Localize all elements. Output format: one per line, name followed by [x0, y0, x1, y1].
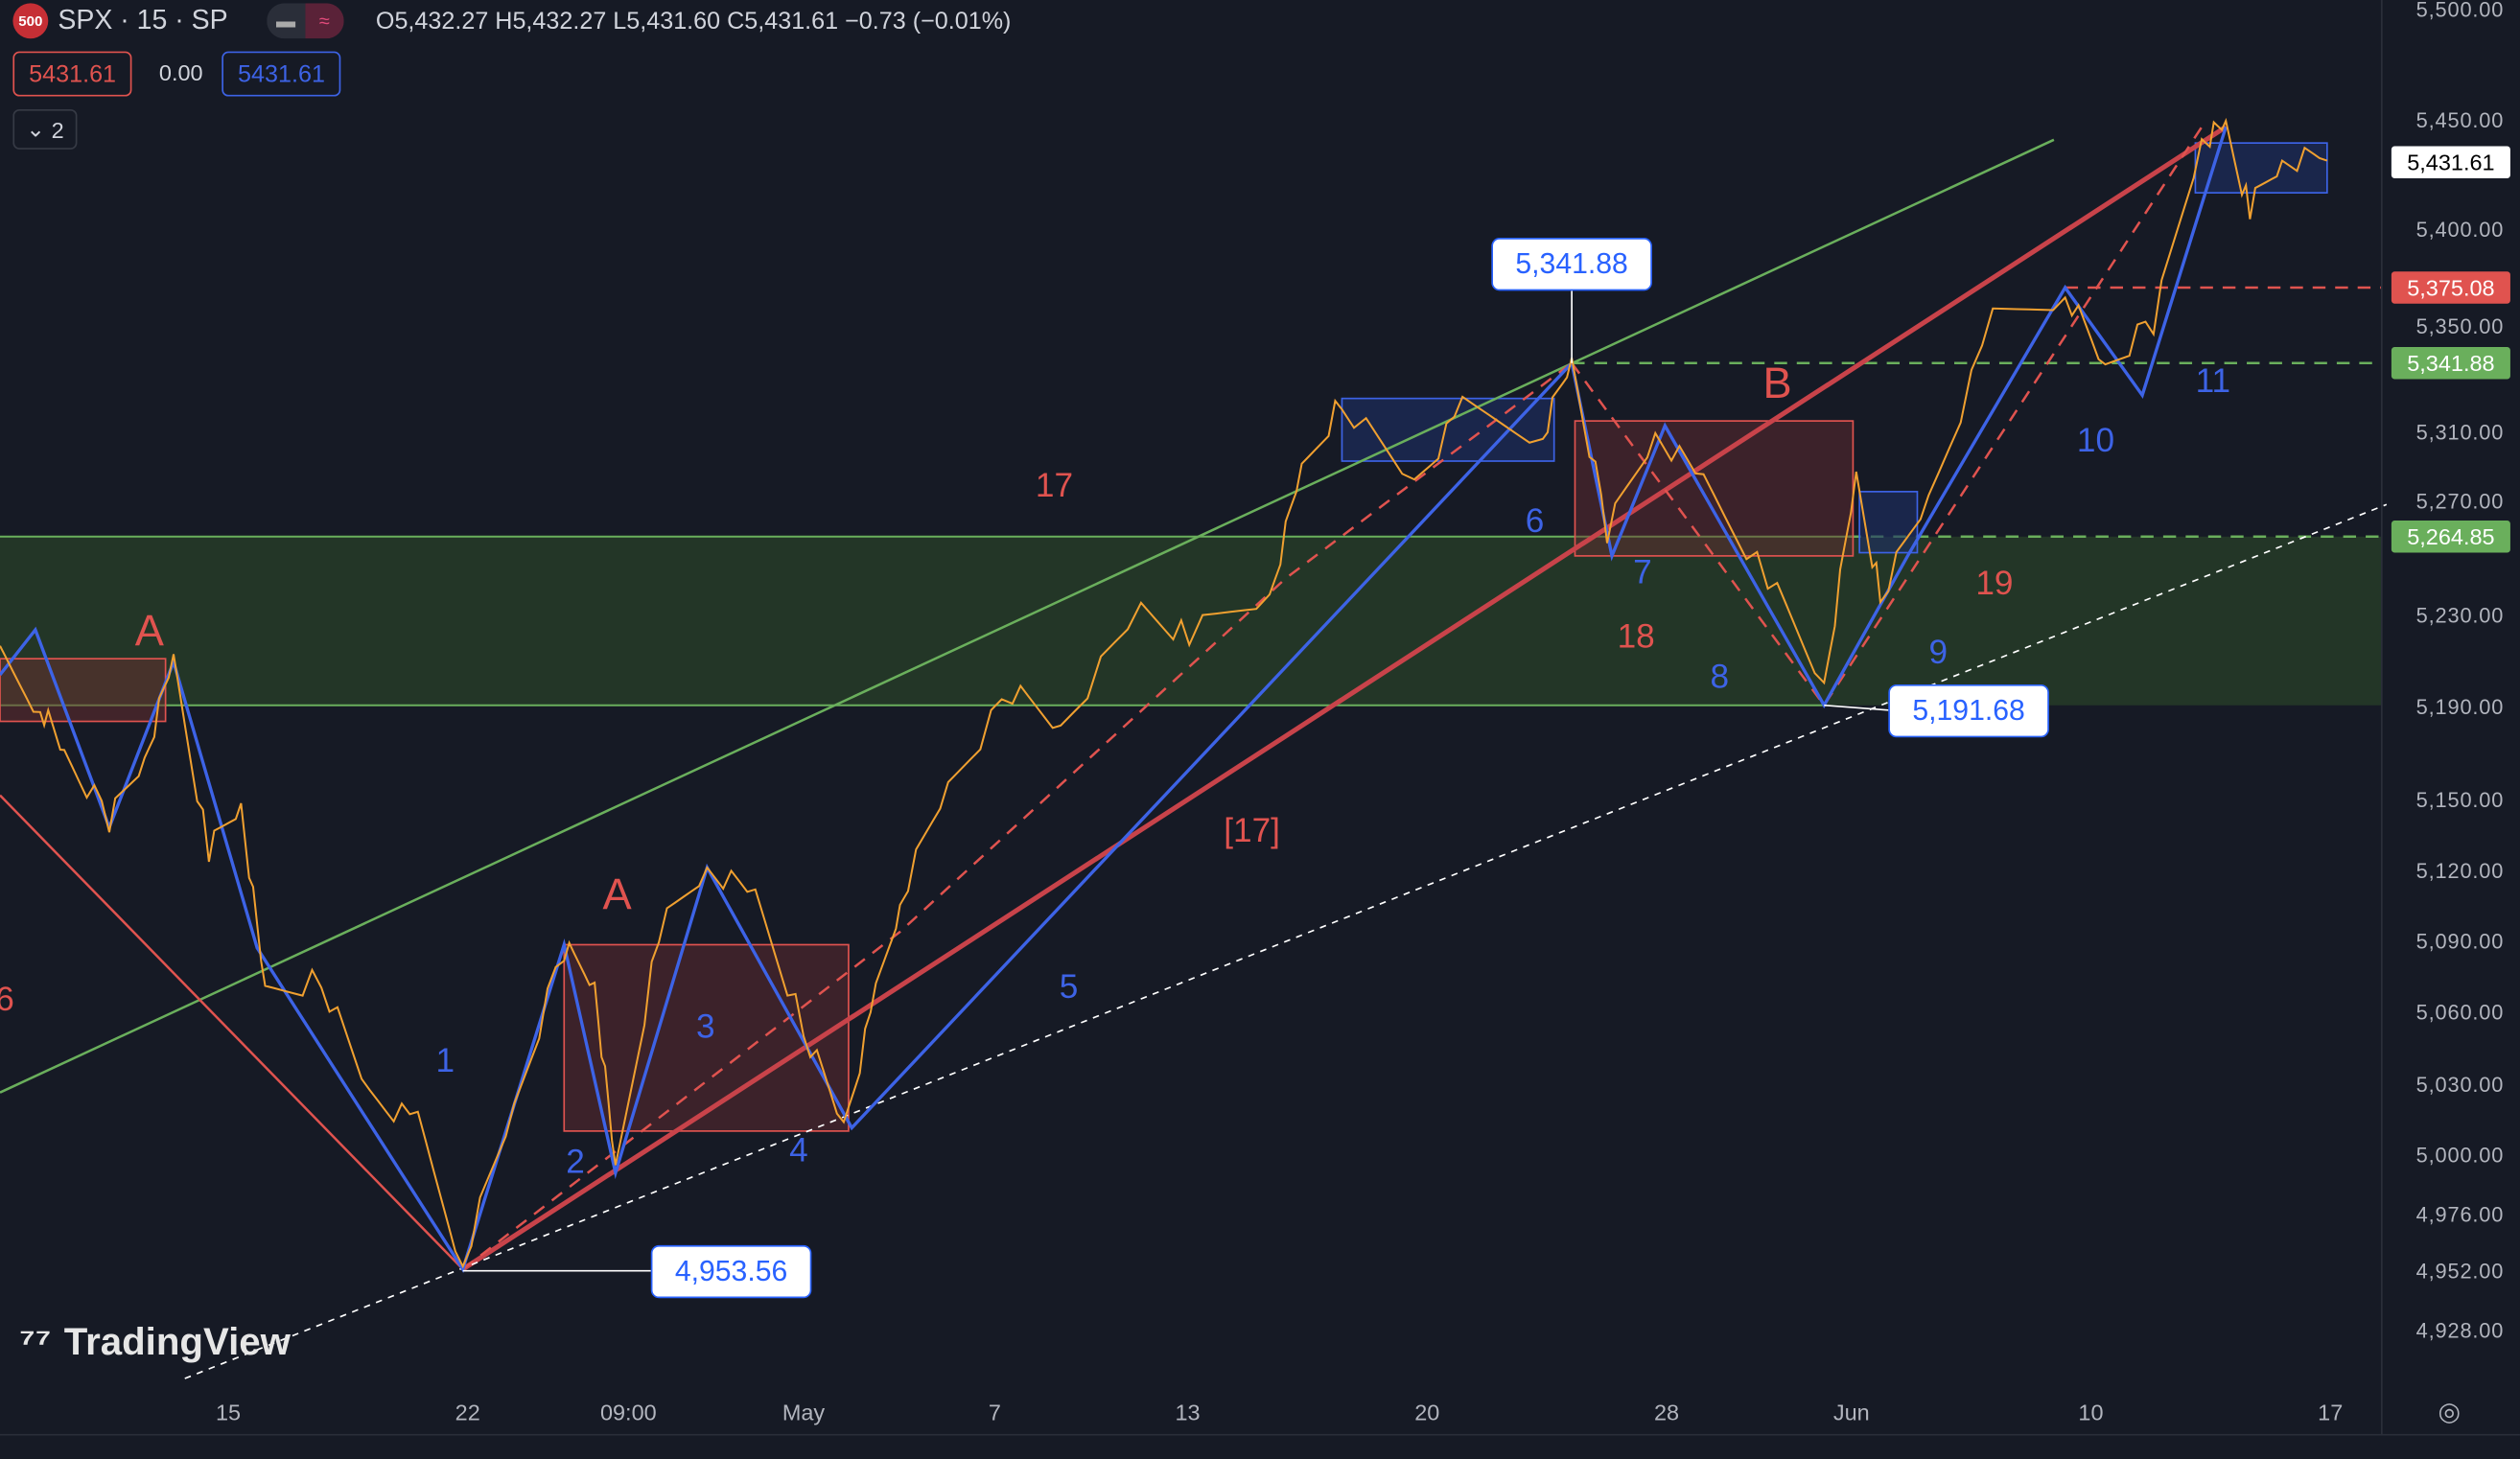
price-tick: 5,000.00	[2415, 1143, 2505, 1168]
red-dashed-wave-2[interactable]	[1571, 126, 2204, 707]
indicators-collapse-button[interactable]: ⌄ 2	[12, 108, 78, 150]
wave-label-blue[interactable]: 9	[1928, 635, 1948, 672]
callout-low-start[interactable]: 4,953.56	[650, 1244, 812, 1299]
symbol-title[interactable]: SPX · 15 · SP	[58, 5, 228, 35]
price-tick: 5,500.00	[2415, 0, 2505, 22]
spx-logo-icon: 500	[12, 3, 49, 39]
box-blue-1[interactable]	[1341, 397, 1555, 462]
wave-label-red[interactable]: A	[602, 869, 632, 918]
wave-label-blue[interactable]: 1	[435, 1042, 455, 1080]
box-b[interactable]	[1574, 420, 1855, 557]
time-tick: 28	[1653, 1399, 1680, 1425]
time-tick: 10	[2078, 1399, 2104, 1425]
wave-label-red[interactable]: [17]	[1224, 813, 1280, 850]
chevron-down-icon: ⌄	[26, 115, 45, 142]
price-tick: 5,190.00	[2415, 694, 2505, 720]
price-series	[0, 117, 2328, 1269]
time-tick: 22	[455, 1399, 480, 1425]
wave-label-red[interactable]: A	[134, 606, 164, 655]
price-tick: 5,120.00	[2415, 858, 2505, 883]
buy-button[interactable]: 5431.61	[222, 51, 341, 97]
wave-label-red[interactable]: B	[1762, 359, 1792, 407]
wave-label-red[interactable]: 18	[1617, 618, 1655, 656]
white-dashed-trendline[interactable]	[184, 503, 2388, 1379]
time-tick: 17	[2318, 1399, 2344, 1425]
collapsed-count: 2	[51, 116, 64, 143]
symbol-header: 500 SPX · 15 · SP ▬ ≈ O5,432.27 H5,432.27…	[12, 3, 1012, 39]
red-channel-line[interactable]	[461, 125, 2228, 1272]
price-tick: 4,952.00	[2415, 1259, 2505, 1284]
wave-label-red[interactable]: 19	[1975, 565, 2014, 603]
spread-value: 0.00	[158, 59, 203, 85]
price-tick: 5,150.00	[2415, 788, 2505, 813]
red-dashed-wave[interactable]	[461, 361, 1573, 1271]
price-tick: 4,928.00	[2415, 1318, 2505, 1343]
green-level-tag-1: 5,341.88	[2391, 347, 2510, 380]
wave-label-blue[interactable]: 3	[695, 1008, 715, 1047]
callout-high[interactable]: 5,341.88	[1491, 238, 1652, 291]
price-tick: 5,270.00	[2415, 489, 2505, 514]
tradingview-logo[interactable]: ⁷⁷ TradingView	[19, 1321, 291, 1366]
time-tick: 13	[1175, 1399, 1201, 1425]
market-status-toggle[interactable]: ▬ ≈	[266, 3, 344, 39]
price-tick: 5,090.00	[2415, 929, 2505, 954]
time-tick: 7	[988, 1399, 1001, 1425]
green-zone	[0, 536, 2382, 706]
wave-label-blue[interactable]: 5	[1059, 968, 1079, 1007]
tv-logo-icon: ⁷⁷	[19, 1320, 52, 1364]
price-tick: 5,450.00	[2415, 108, 2505, 133]
time-tick: 15	[215, 1399, 242, 1425]
wave-label-blue[interactable]: 6	[1525, 502, 1545, 541]
price-tick: 5,030.00	[2415, 1072, 2505, 1097]
time-tick: 20	[1414, 1399, 1440, 1425]
last-price-tag: 5,431.61	[2391, 146, 2510, 179]
wave-label-blue[interactable]: 11	[2195, 362, 2231, 401]
brand-name: TradingView	[63, 1320, 291, 1364]
green-level-tag-2: 5,264.85	[2391, 521, 2510, 553]
price-tick: 5,350.00	[2415, 313, 2505, 338]
sell-button[interactable]: 5431.61	[12, 51, 132, 97]
red-thin-line[interactable]	[0, 794, 464, 1270]
wave-label-blue[interactable]: 7	[1633, 554, 1652, 591]
wave-label-red[interactable]: 17	[1035, 467, 1074, 505]
wave-label-blue[interactable]: 4	[789, 1132, 808, 1170]
wave-label-blue[interactable]: 8	[1710, 659, 1730, 696]
box-a1[interactable]	[0, 658, 167, 723]
wave-label-blue[interactable]: 10	[2076, 422, 2115, 460]
time-tick: 09:00	[599, 1399, 657, 1425]
minus-icon: ▬	[266, 3, 306, 39]
time-tick: May	[782, 1399, 826, 1425]
settings-eye-icon[interactable]: ◎	[2438, 1399, 2461, 1427]
time-tick: Jun	[1832, 1399, 1870, 1425]
red-level-tag: 5,375.08	[2391, 271, 2510, 304]
green-trendline[interactable]	[0, 138, 2055, 1094]
ohlc-values: O5,432.27 H5,432.27 L5,431.60 C5,431.61 …	[375, 7, 1012, 35]
wave-label-red[interactable]: 6	[0, 982, 14, 1020]
callout-low-b[interactable]: 5,191.68	[1888, 683, 2049, 738]
price-tick: 5,060.00	[2415, 1000, 2505, 1025]
wave-icon: ≈	[305, 3, 344, 39]
price-tick: 4,976.00	[2415, 1202, 2505, 1227]
price-tick: 5,400.00	[2415, 218, 2505, 243]
price-tick: 5,230.00	[2415, 603, 2505, 628]
wave-label-blue[interactable]: 2	[566, 1144, 585, 1181]
price-tick: 5,310.00	[2415, 420, 2505, 445]
callout-leader-3	[1824, 704, 1889, 711]
